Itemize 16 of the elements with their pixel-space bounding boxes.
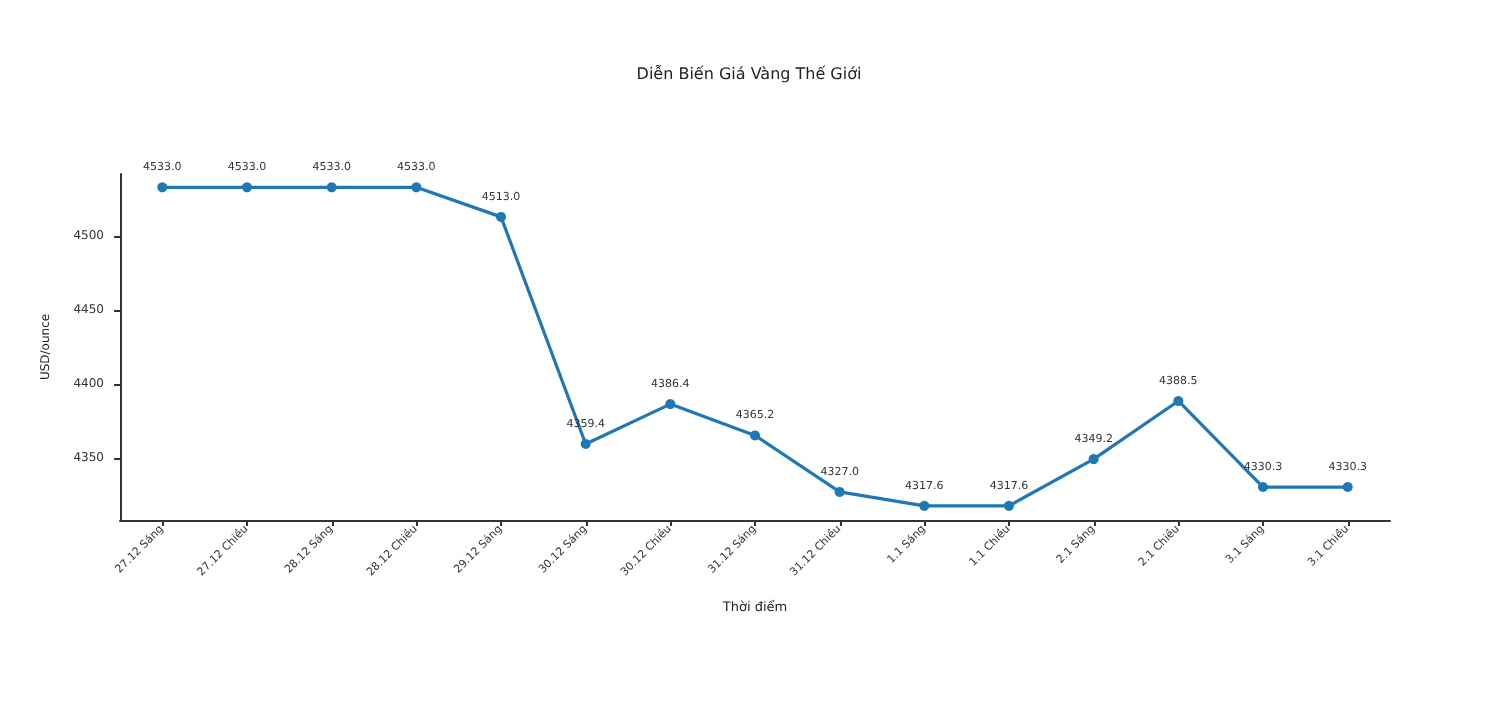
point (1258, 482, 1268, 493)
point (411, 182, 422, 193)
point (1004, 500, 1014, 511)
point (496, 211, 506, 222)
point (242, 182, 252, 193)
point (834, 486, 845, 497)
chart-title: Diễn Biến Giá Vàng Thế Giới (636, 65, 862, 83)
point (750, 430, 760, 441)
point (1173, 395, 1184, 406)
point (157, 182, 168, 193)
point (1342, 482, 1353, 493)
point (326, 182, 337, 193)
point (919, 500, 930, 511)
point (580, 439, 591, 449)
point (1088, 454, 1099, 465)
point (665, 399, 676, 410)
